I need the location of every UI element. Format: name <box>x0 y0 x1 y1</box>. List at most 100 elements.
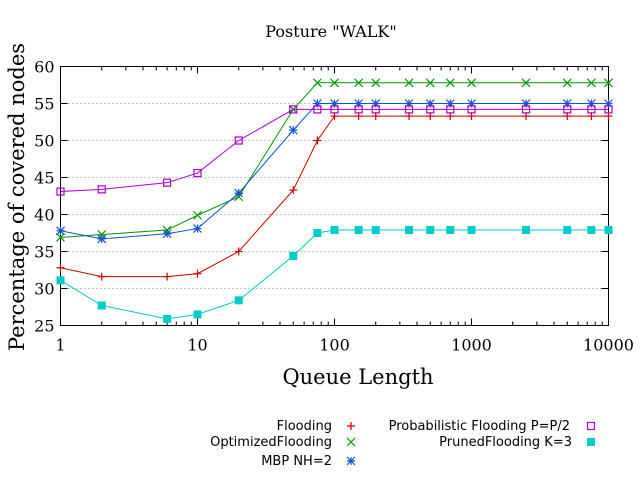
x-tick-label: 100 <box>319 336 350 355</box>
series-line-5 <box>60 229 609 320</box>
data-point <box>330 105 339 114</box>
data-point <box>405 226 414 235</box>
data-point <box>371 99 381 108</box>
data-point <box>56 233 65 242</box>
data-point <box>56 187 65 196</box>
data-point <box>522 226 531 235</box>
series-group <box>56 78 613 323</box>
x-tick-label: 10 <box>187 336 207 355</box>
ticks <box>60 66 609 326</box>
data-point <box>330 226 339 235</box>
data-point <box>587 105 596 114</box>
data-point <box>445 99 455 108</box>
data-point <box>426 105 435 114</box>
y-tick-label: 45 <box>34 169 54 188</box>
data-point <box>604 226 613 235</box>
legend-label: MBP NH=2 <box>261 454 332 469</box>
data-point <box>604 99 613 108</box>
data-point <box>313 229 322 237</box>
data-point <box>425 78 435 88</box>
data-point <box>234 188 244 198</box>
data-point <box>562 99 572 108</box>
data-point <box>56 226 65 236</box>
data-point <box>163 272 172 281</box>
data-point <box>425 99 435 108</box>
tick-labels: 25 30 35 40 45 50 55 60 1 10 100 1000 10000 <box>34 58 634 355</box>
data-point <box>193 224 202 233</box>
data-point <box>563 226 572 235</box>
data-point <box>289 251 298 260</box>
legend-marker <box>347 422 355 430</box>
y-tick-label: 25 <box>34 317 54 336</box>
data-point <box>562 78 572 88</box>
data-point <box>563 105 572 114</box>
legend-marker <box>586 421 596 431</box>
series-line-2 <box>60 82 609 238</box>
data-point <box>330 99 339 108</box>
data-point <box>467 105 476 114</box>
data-point <box>371 226 380 235</box>
data-point <box>193 269 202 278</box>
series-line-1 <box>60 115 609 278</box>
data-point <box>467 78 476 88</box>
data-point <box>234 296 243 305</box>
data-point <box>56 263 65 272</box>
data-point <box>234 136 243 145</box>
x-tick-label: 1000 <box>451 336 492 355</box>
data-point <box>521 99 531 108</box>
legend-marker <box>346 437 356 447</box>
legend-label: OptimizedFlooding <box>210 435 332 450</box>
data-point <box>587 226 596 235</box>
y-tick-label: 50 <box>34 132 54 151</box>
data-point <box>193 210 202 220</box>
data-point <box>97 234 107 244</box>
data-point <box>234 247 243 256</box>
data-point <box>426 226 435 235</box>
legend-label: PrunedFlooding K=3 <box>439 435 572 450</box>
data-point <box>193 310 202 319</box>
data-point <box>404 99 414 108</box>
data-point <box>289 186 298 195</box>
data-point <box>586 78 596 88</box>
x-axis-label: Queue Length <box>282 365 433 389</box>
data-point <box>404 78 414 88</box>
data-point <box>288 125 298 135</box>
data-point <box>312 78 322 88</box>
data-point <box>604 105 613 114</box>
data-point <box>162 229 172 239</box>
legend-marker <box>346 456 356 466</box>
data-point <box>163 178 172 187</box>
series-line-4 <box>60 108 609 193</box>
data-point <box>163 314 172 323</box>
data-point <box>586 99 596 108</box>
data-point <box>289 105 298 114</box>
data-point <box>56 276 65 285</box>
data-point <box>467 226 476 235</box>
data-point <box>97 301 106 310</box>
data-point <box>313 105 322 114</box>
data-point <box>521 105 531 114</box>
data-point <box>354 105 363 114</box>
data-point <box>445 78 455 88</box>
chart-title: Posture "WALK" <box>265 22 396 41</box>
y-axis-label: Percentage of covered nodes <box>5 43 29 351</box>
y-tick-label: 60 <box>34 58 54 77</box>
y-tick-label: 35 <box>34 243 54 262</box>
data-point <box>467 99 476 108</box>
x-tick-label: 1 <box>55 336 65 355</box>
series-line-3 <box>60 103 609 240</box>
legend-label: Probabilistic Flooding P=P/2 <box>389 419 570 434</box>
data-point <box>193 168 202 178</box>
y-tick-label: 40 <box>34 206 54 225</box>
grid <box>60 103 609 289</box>
data-point <box>354 78 364 88</box>
data-point <box>354 226 363 235</box>
data-point <box>330 78 339 88</box>
data-point <box>371 78 381 88</box>
y-tick-label: 55 <box>34 95 54 114</box>
data-point <box>313 136 322 145</box>
data-point <box>354 99 364 108</box>
data-point <box>446 226 455 235</box>
